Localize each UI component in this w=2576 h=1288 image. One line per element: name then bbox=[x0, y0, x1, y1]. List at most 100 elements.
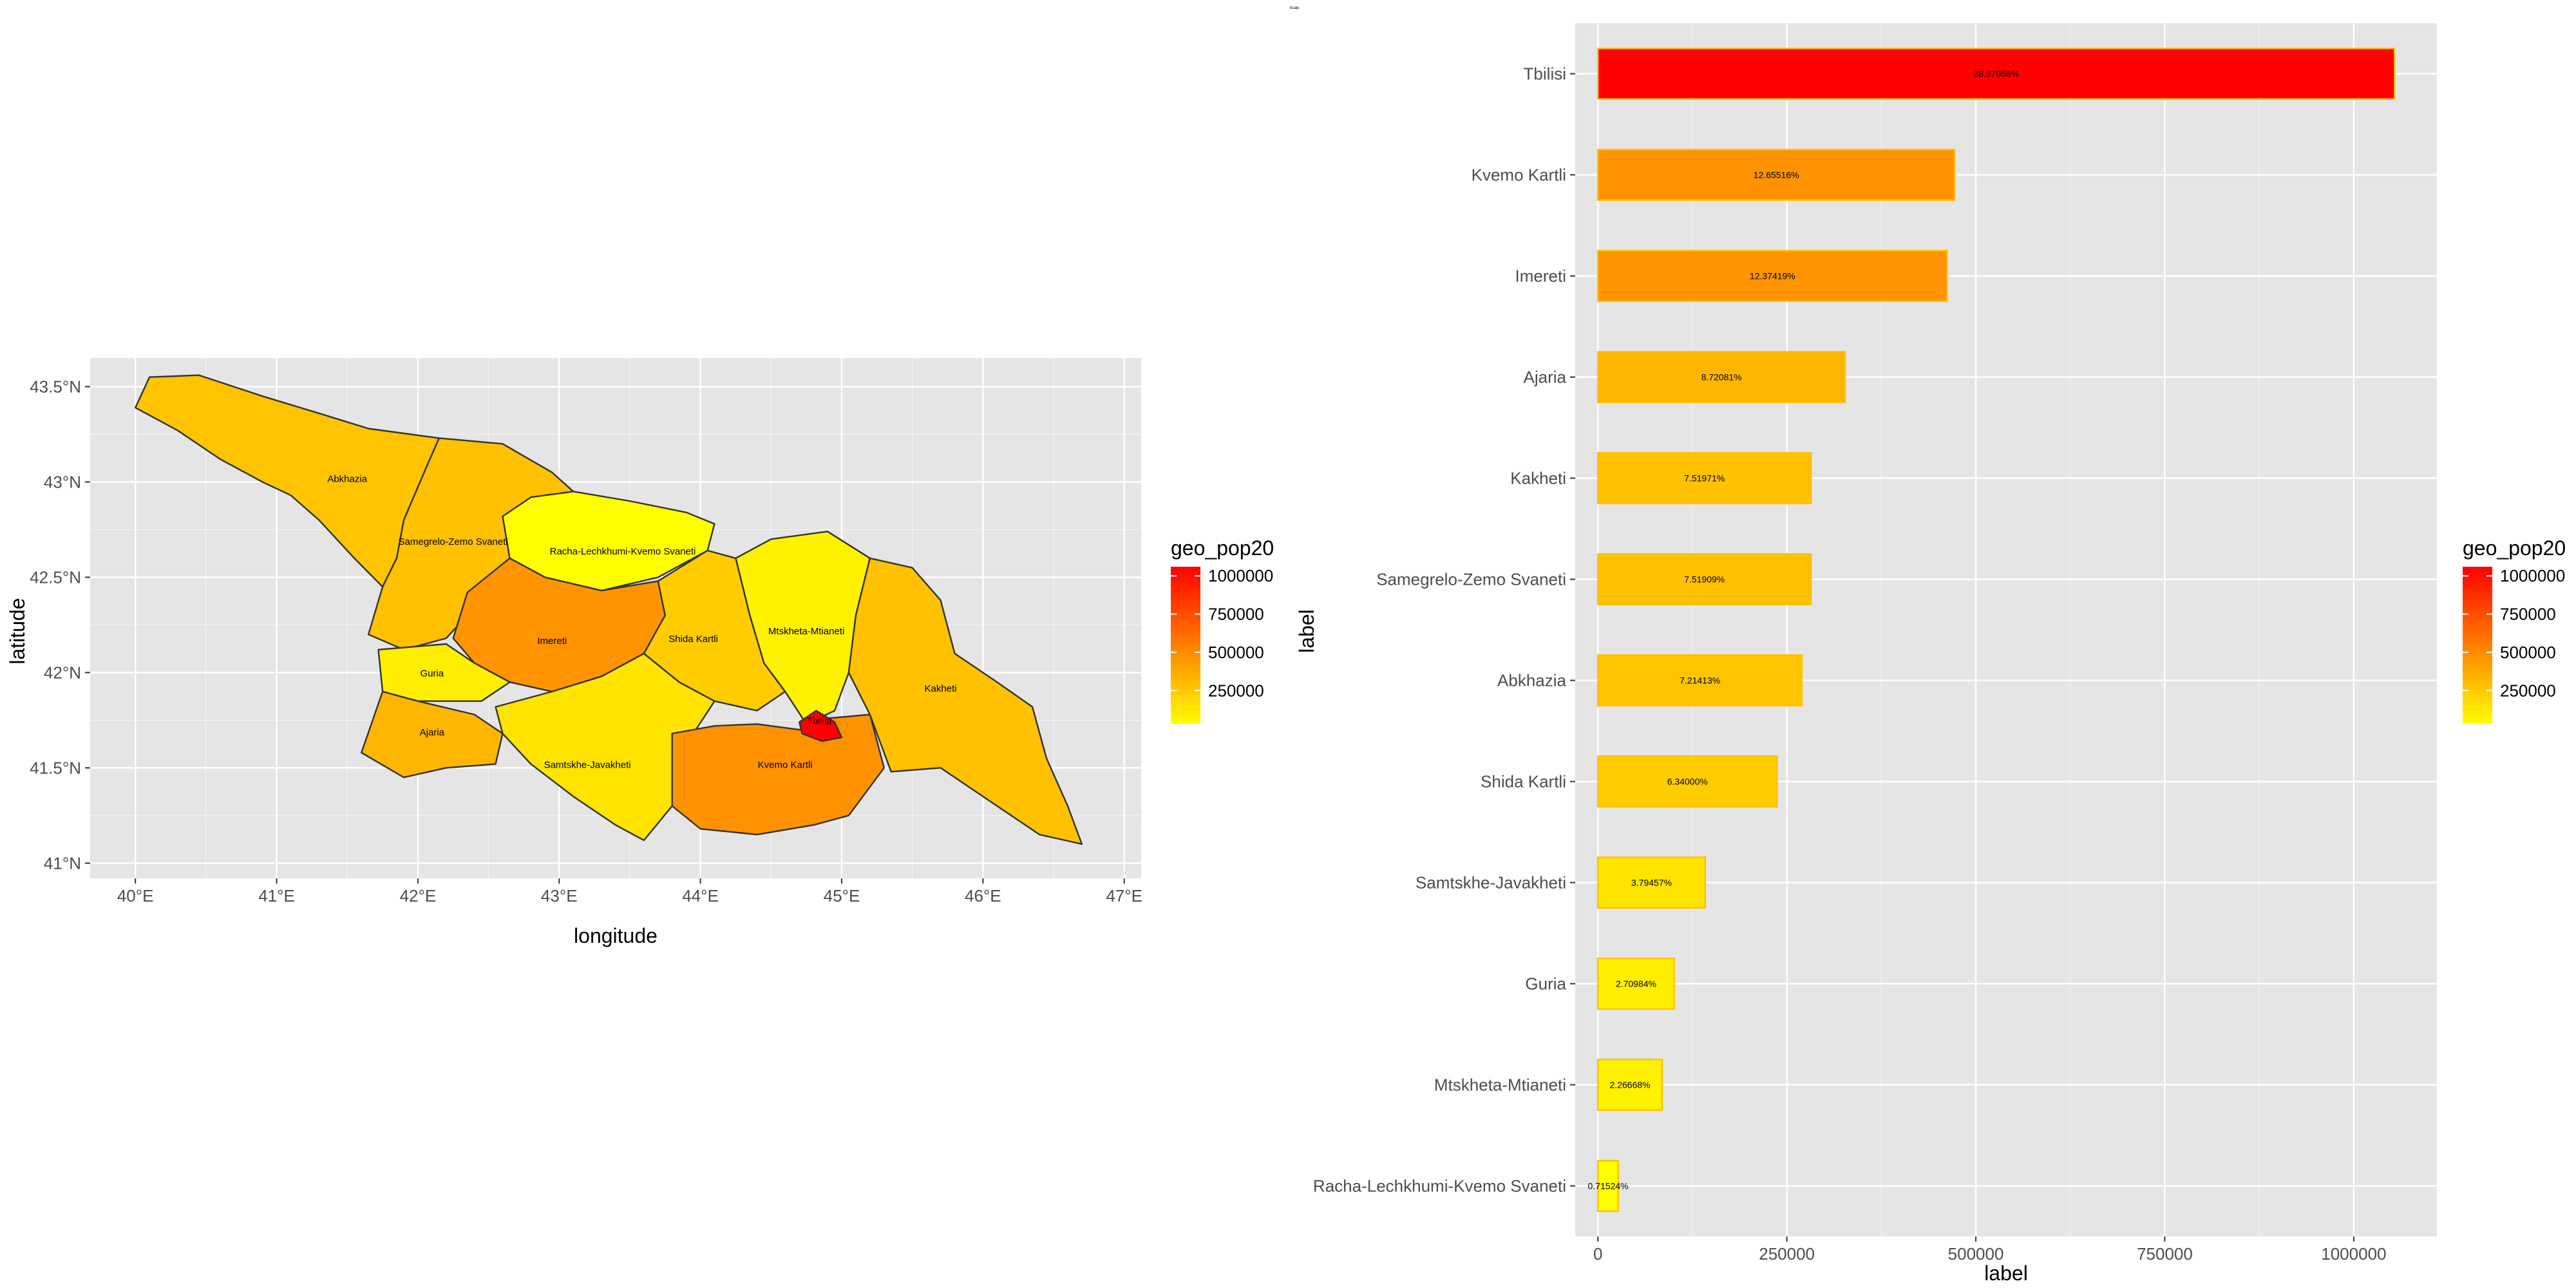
bar-x-tick-label: 1000000 bbox=[2321, 1244, 2386, 1264]
bar-panel: 28.37058% 12.65516% 12.37419% 8.72081% 7.519… bbox=[1295, 23, 2437, 1285]
bar-data-label-kvemo-kartli: 12.65516% bbox=[1754, 170, 1799, 180]
bar-y-tick-label-abkhazia: Abkhazia bbox=[1497, 671, 1566, 690]
map-y-tick-label: 43°N bbox=[44, 472, 81, 491]
region-label-tbilisi: Tbilisi bbox=[807, 715, 831, 726]
map-y-axis-title: latitude bbox=[6, 598, 29, 664]
bar-samtskhe-javakheti bbox=[1597, 857, 1707, 909]
bar-x-tick-label: 750000 bbox=[2137, 1244, 2193, 1264]
region-ajaria bbox=[361, 690, 504, 779]
legend-tick-label: 750000 bbox=[1208, 605, 1264, 624]
region-label-kakheti: Kakheti bbox=[924, 683, 956, 694]
bar-y-tick-label-racha-lechkhumi-kvemo-svaneti: Racha-Lechkhumi-Kvemo Svaneti bbox=[1313, 1177, 1566, 1196]
bar-x-tick-label: 500000 bbox=[1948, 1244, 2004, 1264]
bar-tbilisi bbox=[1597, 48, 2396, 100]
map-x-tick-label: 43°E bbox=[541, 886, 578, 905]
bar-y-tick-label-kakheti: Kakheti bbox=[1510, 469, 1566, 488]
bar-guria bbox=[1597, 958, 1675, 1010]
bar-y-axis-title: label bbox=[1295, 609, 1318, 653]
legend-tick-label: 750000 bbox=[2500, 605, 2556, 624]
region-label-samtskhe-javakheti: Samtskhe-Javakheti bbox=[544, 759, 631, 770]
map-panel: Abkhazia Samegrelo-Zemo Svaneti Racha-Lech… bbox=[6, 358, 1142, 947]
bar-kakheti bbox=[1597, 452, 1812, 504]
legend-tick-label: 250000 bbox=[2500, 681, 2556, 700]
bar-plot-background bbox=[1575, 23, 2437, 1236]
bar-mtskheta-mtianeti bbox=[1597, 1059, 1663, 1111]
bar-x-tick-label: 250000 bbox=[1759, 1244, 1815, 1264]
bar-y-tick-label-guria: Guria bbox=[1525, 974, 1566, 994]
region-label-kvemo-kartli: Kvemo Kartli bbox=[758, 759, 813, 770]
bar-data-label-imereti: 12.37419% bbox=[1750, 271, 1795, 281]
map-x-tick-label: 44°E bbox=[682, 886, 719, 905]
bar-data-label-shida-kartli: 6.34000% bbox=[1667, 777, 1708, 787]
bar-racha-lechkhumi-kvemo-svaneti bbox=[1597, 1160, 1620, 1212]
bar-kvemo-kartli bbox=[1597, 149, 1956, 201]
bar-data-label-racha-lechkhumi-kvemo-svaneti: 0.71524% bbox=[1588, 1181, 1629, 1191]
bar-data-label-ajaria: 8.72081% bbox=[1701, 372, 1742, 383]
bar-ajaria bbox=[1597, 351, 1846, 403]
bar-data-label-mtskheta-mtianeti: 2.26668% bbox=[1610, 1080, 1651, 1090]
region-kvemo-kartli bbox=[671, 714, 885, 836]
bar-x-axis-title: label bbox=[1984, 1262, 2028, 1285]
bar-y-tick-label-samtskhe-javakheti: Samtskhe-Javakheti bbox=[1416, 873, 1566, 893]
bar-y-tick-label-ajaria: Ajaria bbox=[1524, 368, 1567, 387]
bar-y-tick-label-mtskheta-mtianeti: Mtskheta-Mtianeti bbox=[1434, 1075, 1566, 1095]
region-samegrelo-zemo-svaneti bbox=[367, 437, 574, 650]
map-legend-colorbar bbox=[1171, 567, 1200, 724]
bar-data-label-kakheti: 7.51971% bbox=[1684, 473, 1725, 484]
region-label-ajaria: Ajaria bbox=[420, 727, 445, 738]
region-label-mtskheta-mtianeti: Mtskheta-Mtianeti bbox=[768, 626, 844, 637]
legend-tick-label: 500000 bbox=[1208, 643, 1264, 662]
bar-y-axis: Tbilisi Kvemo Kartli Imereti Ajaria Kakheti S… bbox=[1313, 64, 1575, 1196]
map-regions: Abkhazia Samegrelo-Zemo Svaneti Racha-Lech… bbox=[135, 374, 1083, 845]
region-label-guria: Guria bbox=[420, 668, 444, 679]
map-x-tick-label: 47°E bbox=[1106, 886, 1142, 905]
legend-tick-label: 1000000 bbox=[2500, 566, 2565, 585]
region-kakheti bbox=[848, 557, 1083, 845]
bar-y-tick-label-imereti: Imereti bbox=[1515, 267, 1566, 286]
region-label-shida-kartli: Shida Kartli bbox=[668, 634, 718, 645]
legend-tick-label: 500000 bbox=[2500, 643, 2556, 662]
map-y-tick-label: 43.5°N bbox=[30, 377, 81, 396]
region-label-abkhazia: Abkhazia bbox=[327, 473, 367, 484]
map-x-tick-label: 42°E bbox=[400, 886, 437, 905]
region-label-imereti: Imereti bbox=[537, 636, 567, 647]
map-x-axis: 40°E 41°E 42°E 43°E 44°E 45°E 46°E 47°E bbox=[117, 878, 1142, 905]
map-legend: geo_pop20 1000000 750000 500000 250000 bbox=[1171, 536, 1274, 724]
bar-data-label-samegrelo-zemo-svaneti: 7.51909% bbox=[1684, 574, 1725, 585]
map-y-tick-label: 41°N bbox=[44, 853, 81, 873]
bar-samegrelo-zemo-svaneti bbox=[1597, 553, 1812, 605]
bar-legend-title: geo_pop20 bbox=[2463, 536, 2566, 560]
bar-abkhazia bbox=[1597, 654, 1803, 706]
map-x-tick-label: 41°E bbox=[258, 886, 295, 905]
region-mtskheta-mtianeti bbox=[735, 531, 871, 725]
map-x-tick-label: 46°E bbox=[965, 886, 1001, 905]
bar-legend-ticks: 1000000 750000 500000 250000 bbox=[2463, 566, 2565, 700]
region-shida-kartli bbox=[643, 549, 786, 712]
map-x-tick-label: 40°E bbox=[117, 886, 154, 905]
bar-legend-colorbar bbox=[2463, 567, 2492, 724]
bar-data-label-samtskhe-javakheti: 3.79457% bbox=[1631, 878, 1672, 888]
bar-y-tick-label-kvemo-kartli: Kvemo Kartli bbox=[1472, 166, 1566, 185]
region-label-racha-lechkhumi-kvemo-svaneti: Racha-Lechkhumi-Kvemo Svaneti bbox=[550, 546, 696, 557]
bar-shida-kartli bbox=[1597, 755, 1778, 808]
map-x-axis-title: longitude bbox=[574, 924, 658, 947]
bar-data-label-guria: 2.70984% bbox=[1616, 979, 1656, 989]
map-legend-title: geo_pop20 bbox=[1171, 536, 1274, 560]
bar-y-tick-label-tbilisi: Tbilisi bbox=[1524, 64, 1566, 84]
bar-data-label-abkhazia: 7.21413% bbox=[1680, 676, 1720, 686]
region-tbilisi bbox=[799, 710, 843, 743]
bar-y-tick-label-shida-kartli: Shida Kartli bbox=[1481, 772, 1566, 791]
map-y-tick-label: 42°N bbox=[44, 663, 81, 682]
bar-y-tick-label-samegrelo-zemo-svaneti: Samegrelo-Zemo Svaneti bbox=[1376, 570, 1566, 589]
bar-legend: geo_pop20 1000000 750000 500000 250000 bbox=[2463, 536, 2566, 724]
map-y-tick-label: 41.5°N bbox=[30, 758, 81, 777]
bar-x-axis: 0 250000 500000 750000 1000000 bbox=[1593, 1236, 2387, 1264]
legend-tick-label: 1000000 bbox=[1208, 566, 1273, 585]
page-title: Scale bbox=[1289, 6, 1300, 10]
map-y-tick-label: 42.5°N bbox=[30, 567, 81, 587]
map-y-axis: 41°N 41.5°N 42°N 42.5°N 43°N 43.5°N bbox=[30, 377, 90, 873]
legend-tick-label: 250000 bbox=[1208, 681, 1264, 700]
map-legend-ticks: 1000000 750000 500000 250000 bbox=[1171, 566, 1273, 700]
bar-x-tick-label: 0 bbox=[1593, 1244, 1602, 1264]
bar-data-label-tbilisi: 28.37058% bbox=[1973, 69, 2019, 79]
